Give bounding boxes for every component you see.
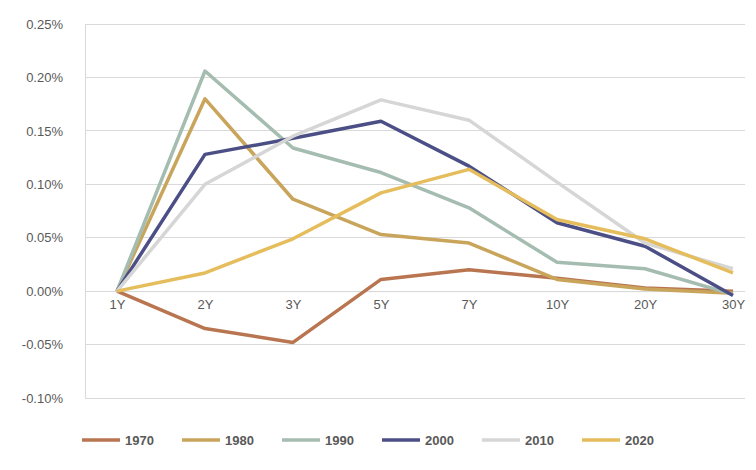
legend-item: 2010 [482, 433, 554, 448]
grid [85, 24, 745, 398]
x-tick: 20Y [634, 291, 657, 312]
legend-label: 2000 [425, 433, 454, 448]
x-tick-label: 10Y [546, 297, 569, 312]
y-axis-line [85, 25, 86, 399]
legend-item: 1970 [82, 433, 154, 448]
legend-label: 2020 [625, 433, 654, 448]
series-line [117, 99, 733, 293]
x-tick: 3Y [286, 291, 302, 312]
y-axis: -0.10% -0.05% 0.00% 0.05% 0.10% 0.15% 0.20% 0.2… [22, 17, 86, 406]
x-tick: 5Y [374, 291, 390, 312]
y-tick: 0.25% [26, 17, 85, 32]
y-tick: -0.10% [22, 391, 85, 406]
chart: -0.10% -0.05% 0.00% 0.05% 0.10% 0.15% 0.20% 0.2… [0, 0, 756, 470]
legend-swatch [482, 438, 520, 442]
y-tick-label: 0.25% [26, 17, 63, 32]
legend-label: 2010 [525, 433, 554, 448]
x-tick-label: 7Y [462, 297, 478, 312]
legend-label: 1990 [325, 433, 354, 448]
x-axis-line [118, 291, 734, 292]
legend-label: 1980 [225, 433, 254, 448]
grid-line [85, 344, 745, 345]
y-tick: 0.00% [26, 284, 85, 299]
grid-line [85, 77, 745, 78]
y-tick-label: -0.10% [22, 391, 64, 406]
y-tick: -0.05% [22, 337, 85, 352]
y-tick-label: 0.15% [26, 124, 63, 139]
y-tick-label: -0.05% [22, 337, 64, 352]
grid-line [85, 24, 745, 25]
x-tick-label: 5Y [374, 297, 390, 312]
x-tick: 2Y [198, 291, 214, 312]
y-tick-label: 0.00% [26, 284, 63, 299]
x-tick: 10Y [546, 291, 569, 312]
x-tick-label: 2Y [198, 297, 214, 312]
series-line [117, 71, 733, 294]
lines [117, 71, 733, 342]
legend-item: 1980 [182, 433, 254, 448]
series-line [117, 270, 733, 343]
legend-swatch [582, 438, 620, 442]
x-axis: 1Y 2Y 3Y 5Y 7Y 10Y 20Y 30Y [110, 291, 746, 312]
x-tick: 7Y [462, 291, 478, 312]
y-tick: 0.20% [26, 70, 85, 85]
y-tick: 0.05% [26, 230, 85, 245]
y-tick: 0.10% [26, 177, 85, 192]
legend-item: 2020 [582, 433, 654, 448]
y-tick-label: 0.05% [26, 230, 63, 245]
legend-item: 1990 [282, 433, 354, 448]
grid-line [85, 130, 745, 131]
series-line [117, 100, 733, 291]
series-line [117, 121, 733, 295]
legend-item: 2000 [382, 433, 454, 448]
x-tick-label: 1Y [110, 297, 126, 312]
x-tick-label: 3Y [286, 297, 302, 312]
legend: 1970 1980 1990 2000 2010 2020 [82, 433, 654, 448]
series-line [117, 169, 733, 291]
legend-label: 1970 [125, 433, 154, 448]
legend-swatch [82, 438, 120, 442]
legend-swatch [282, 438, 320, 442]
legend-swatch [382, 438, 420, 442]
grid-line [85, 398, 745, 399]
y-tick: 0.15% [26, 124, 85, 139]
x-tick-label: 30Y [722, 297, 745, 312]
y-tick-label: 0.20% [26, 70, 63, 85]
y-tick-label: 0.10% [26, 177, 63, 192]
x-tick-label: 20Y [634, 297, 657, 312]
legend-swatch [182, 438, 220, 442]
